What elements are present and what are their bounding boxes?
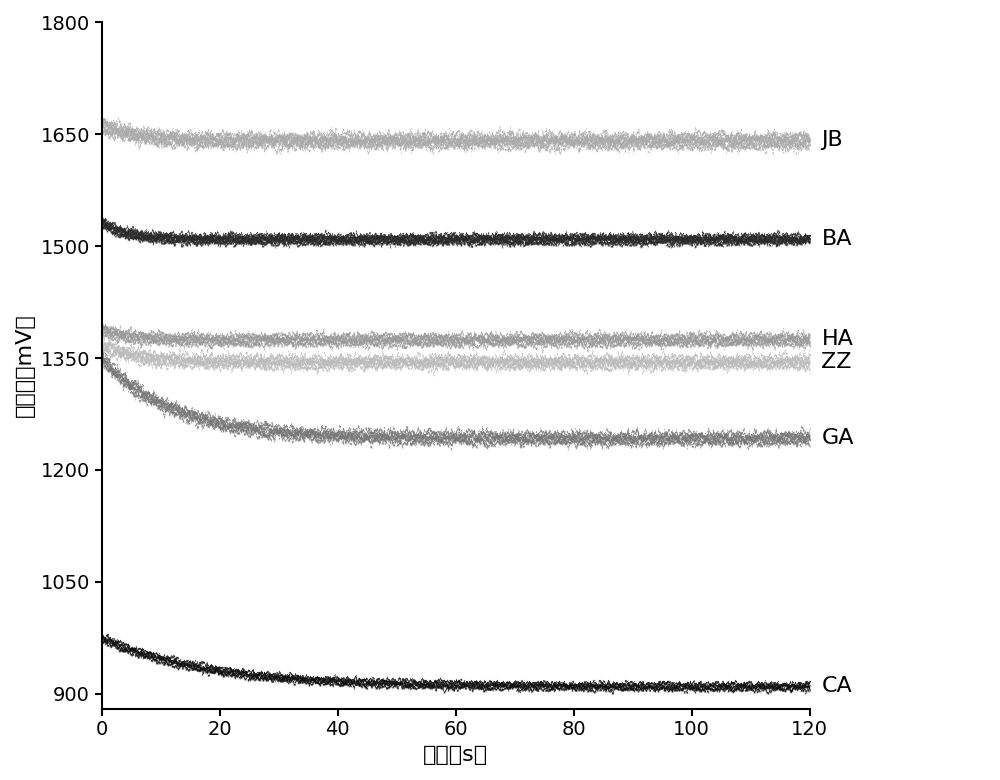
Text: JB: JB xyxy=(821,130,843,151)
Text: GA: GA xyxy=(821,428,854,448)
Text: ZZ: ZZ xyxy=(821,352,852,372)
Text: CA: CA xyxy=(821,676,852,697)
X-axis label: 时间（s）: 时间（s） xyxy=(423,745,488,765)
Text: HA: HA xyxy=(821,329,853,349)
Text: BA: BA xyxy=(821,229,852,249)
Y-axis label: 信号値（mV）: 信号値（mV） xyxy=(15,314,35,417)
